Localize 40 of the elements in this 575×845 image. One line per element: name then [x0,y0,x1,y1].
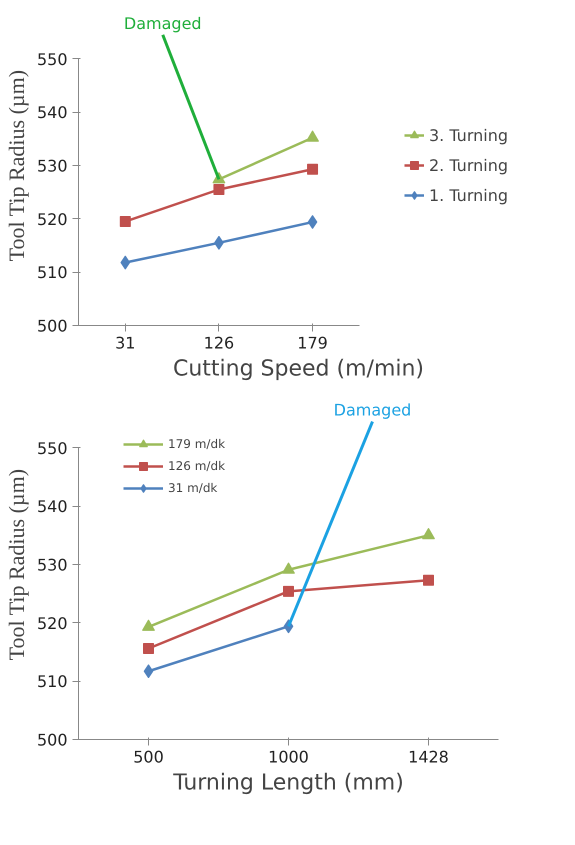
y-tick-label: 510 [36,263,68,282]
annotation: Damaged [334,400,412,420]
x-tick-label: 500 [133,748,164,766]
legend-label: 3. Turning [428,126,508,144]
y-tick-label: 540 [36,103,68,122]
legend-label: 31 m/dk [168,481,218,495]
point [120,256,130,270]
point [307,164,318,175]
legend-label: 1. Turning [428,186,508,204]
point [422,528,435,540]
y-tick-label: 500 [36,730,68,750]
point [213,184,224,195]
x-tick-label: 31 [115,334,136,352]
y-tick-label: 530 [36,556,68,574]
x-tick-label: 126 [204,334,234,352]
point [423,574,434,586]
x-tick-label: 1000 [268,748,309,766]
x-axis-title: Turning Length (mm) [172,770,404,796]
y-tick-label: 520 [36,210,68,229]
y-tick-label: 550 [36,50,68,69]
legend-label: 179 m/dk [168,437,226,451]
y-tick-label: 500 [36,316,68,336]
point [142,619,155,631]
y-tick-label: 550 [36,438,68,458]
y-tick-label: 520 [36,614,68,633]
x-axis-title: Cutting Speed (m/min) [172,356,424,382]
annotation: Damaged [124,14,202,33]
y-tick-label: 540 [36,497,68,516]
legend-label: 126 m/dk [168,459,226,473]
y-tick-label: 510 [36,672,68,692]
point [120,216,131,227]
y-axis-title: Tool Tip Radius (µm) [4,468,29,660]
x-tick-label: 179 [297,334,328,352]
point [143,643,154,654]
x-tick-label: 1428 [408,748,449,766]
y-tick-label: 530 [36,156,68,176]
y-axis-title: Tool Tip Radius (µm) [4,70,29,262]
point [282,562,295,574]
legend-label: 2. Turning [428,156,508,174]
point [283,586,294,597]
